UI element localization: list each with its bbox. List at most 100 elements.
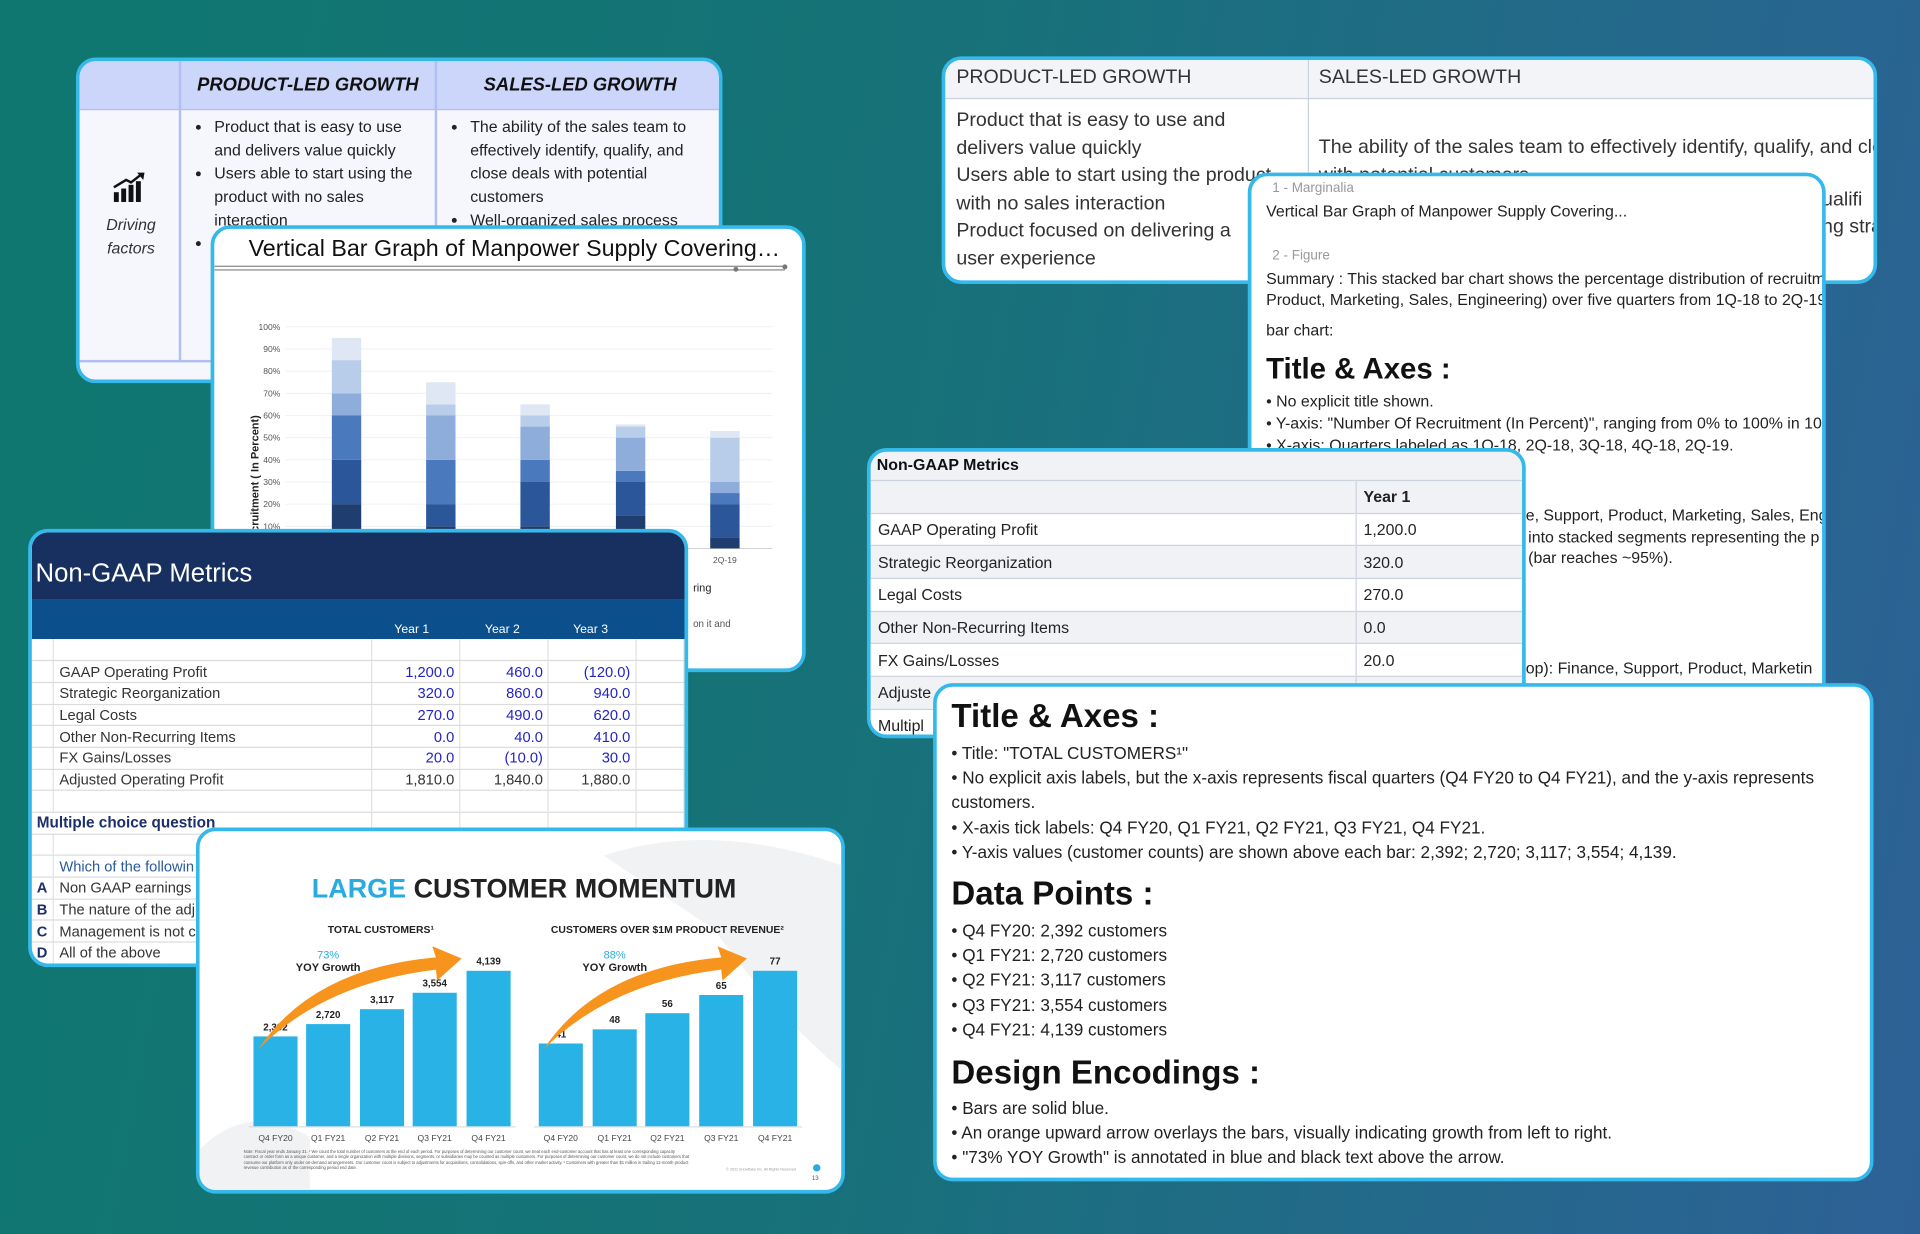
column-header: Year 1 <box>394 623 430 637</box>
bar-segment <box>710 437 740 482</box>
cell[interactable]: 1,880.0 <box>548 768 637 792</box>
option-letter: B <box>31 898 55 922</box>
list-item: Well-organized sales process <box>470 208 710 231</box>
cell-line: Product that is easy to use and <box>956 110 1226 131</box>
x-tick-label: Q2 FY21 <box>650 1133 685 1143</box>
option-letter: A <box>31 877 55 900</box>
data-label: 48 <box>609 1015 620 1026</box>
list-item: Product that is easy to use and delivers… <box>214 115 430 162</box>
list-item: The ability of the sales team to effecti… <box>470 115 710 208</box>
table-row[interactable]: Strategic Reorganization 320.0 <box>870 545 1523 579</box>
bar-segment <box>331 415 362 460</box>
y-tick-label: 30% <box>263 477 281 487</box>
cell[interactable]: 40.0 <box>459 725 550 748</box>
section-label: 2 - Figure <box>1272 248 1330 264</box>
list-item: Users able to start using the product wi… <box>214 162 430 232</box>
cell-fragment: ualifi <box>1822 189 1863 211</box>
chart-title: Vertical Bar Graph of Manpower Supply Co… <box>248 236 781 262</box>
table-row[interactable]: FX Gains/Losses 20.0 (10.0) 30.0 <box>31 747 685 770</box>
data-label: 2,720 <box>316 1010 341 1021</box>
cell[interactable]: 1,200.0 <box>371 660 461 683</box>
cell[interactable]: 490.0 <box>459 703 550 727</box>
cell[interactable]: 940.0 <box>548 682 637 705</box>
cell-line: user experience <box>956 247 1096 269</box>
row-label-line: Driving <box>106 215 156 234</box>
y-tick-label: 100% <box>259 322 281 332</box>
chart-title: CUSTOMERS OVER $1M PRODUCT REVENUE² <box>550 923 784 936</box>
bar-chart-growth-icon <box>113 172 145 202</box>
cell-line: with no sales interaction <box>956 192 1166 214</box>
bar-segment <box>331 393 362 416</box>
cell[interactable]: 620.0 <box>548 703 637 727</box>
bullet: • Y-axis: "Number Of Recruitment (In Per… <box>1266 413 1822 433</box>
column-divider <box>178 61 181 362</box>
marginalia-description-card: 1 - Marginalia Vertical Bar Graph of Man… <box>1247 172 1826 712</box>
cell[interactable]: (120.0) <box>548 660 637 683</box>
bar-segment <box>615 424 646 427</box>
cell[interactable]: 460.0 <box>459 660 550 683</box>
bullet: • Q2 FY21: 3,117 customers <box>951 970 1166 990</box>
bar-segment <box>615 470 646 482</box>
axes-bullets: • Title: "TOTAL CUSTOMERS¹" • No explici… <box>951 741 1814 865</box>
table-row[interactable]: GAAP Operating Profit 1,200.0 <box>870 512 1523 546</box>
bar-segment <box>710 431 740 438</box>
row-label: GAAP Operating Profit <box>870 512 1356 546</box>
cell[interactable]: 1,840.0 <box>459 768 550 792</box>
growth-arrow-icon <box>543 946 747 1050</box>
cell[interactable]: 320.0 <box>371 682 461 705</box>
bar-segment <box>331 360 362 394</box>
table-header-row: Year 1 <box>870 479 1523 514</box>
bar-chart-label: bar chart: <box>1266 320 1334 340</box>
data-label: 41 <box>555 1029 566 1040</box>
bullet: • No explicit axis labels, but the x-axi… <box>951 767 1815 788</box>
bar-segment <box>426 415 456 460</box>
text-fragment: into stacked segments representing the p <box>1528 527 1820 546</box>
slg-bullets: The ability of the sales team to effecti… <box>453 115 710 231</box>
column-header: Year 3 <box>573 623 609 637</box>
underline-dot <box>782 264 788 270</box>
bullet: • Q4 FY20: 2,392 customers <box>951 920 1168 941</box>
table-row[interactable]: GAAP Operating Profit 1,200.0 460.0 (120.0) <box>31 660 685 683</box>
table-row[interactable]: Legal Costs 270.0 490.0 620.0 <box>31 703 685 727</box>
bullet: • X-axis tick labels: Q4 FY20, Q1 FY21, … <box>951 817 1486 837</box>
section-heading: Title & Axes : <box>951 697 1160 735</box>
column-header-band <box>31 599 685 640</box>
table-row[interactable]: Other Non-Recurring Items 0.0 40.0 410.0 <box>31 725 685 748</box>
table-row[interactable]: FX Gains/Losses 20.0 <box>870 643 1523 677</box>
data-label: 3,117 <box>370 995 394 1006</box>
cell[interactable]: 410.0 <box>548 725 637 748</box>
row-label: Adjusted Operating Profit <box>53 768 372 792</box>
y-tick-label: 50% <box>263 433 281 443</box>
cell[interactable]: (10.0) <box>459 747 550 770</box>
cell[interactable]: 860.0 <box>459 682 550 705</box>
table-row[interactable]: Adjusted Operating Profit 1,810.0 1,840.0 1… <box>31 768 685 792</box>
cell[interactable]: 20.0 <box>371 747 461 770</box>
growth-percent: 73% <box>317 948 340 961</box>
row-label: Legal Costs <box>53 703 372 727</box>
table-row[interactable]: Other Non-Recurring Items 0.0 <box>870 610 1523 644</box>
x-tick-label: Q3 FY21 <box>704 1133 739 1143</box>
bar-segment <box>710 537 740 549</box>
y-tick-label: 20% <box>263 499 281 509</box>
data-label: 65 <box>716 981 727 992</box>
row-label: Other Non-Recurring Items <box>870 610 1356 644</box>
table-row[interactable]: Legal Costs 270.0 <box>870 577 1523 612</box>
x-tick-label: Q1 FY21 <box>598 1133 633 1143</box>
data-bullets: • Q4 FY20: 2,392 customers • Q1 FY21: 2,… <box>951 918 1167 1042</box>
cell[interactable]: 270.0 <box>371 703 461 727</box>
cell-line: The ability of the sales team to effecti… <box>1318 137 1874 158</box>
table-row[interactable]: Strategic Reorganization 320.0 860.0 940.0 <box>31 682 685 705</box>
table-row <box>31 639 685 662</box>
bar-segment <box>520 404 550 416</box>
cell[interactable]: 0.0 <box>371 725 461 748</box>
bar <box>699 995 744 1127</box>
bar-segment <box>331 337 362 361</box>
cell[interactable]: 30.0 <box>548 747 637 770</box>
data-label: 4,139 <box>476 957 501 968</box>
cell-line: Users able to start using the product <box>956 165 1272 187</box>
bullet: • An orange upward arrow overlays the ba… <box>951 1122 1613 1143</box>
x-tick-label: Q1 FY21 <box>311 1133 346 1143</box>
plg-cell: Product that is easy to use and delivers… <box>956 108 1271 273</box>
cell[interactable]: 1,810.0 <box>371 768 461 792</box>
